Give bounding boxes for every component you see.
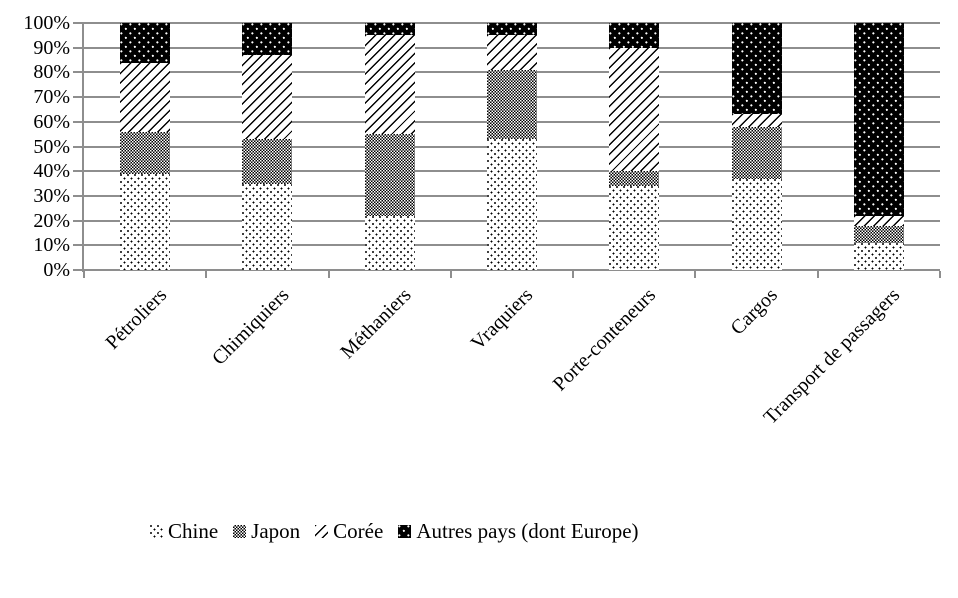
bar-segment-coree	[242, 55, 293, 140]
bar-segment-coree	[731, 114, 782, 127]
y-axis-tick	[73, 71, 84, 74]
y-axis-tick	[73, 170, 84, 173]
y-axis-label: 80%	[33, 61, 70, 84]
x-axis-tick	[694, 271, 697, 278]
y-axis-label: 100%	[23, 12, 70, 34]
legend: Chine Japon Corée Autres pays (dont Europe)	[150, 516, 654, 546]
y-axis-label: 60%	[33, 110, 70, 133]
bar-segment-coree	[487, 35, 537, 70]
y-axis-label: 90%	[33, 36, 70, 59]
y-axis-tick	[73, 244, 84, 247]
y-axis-line	[82, 22, 84, 272]
bar-segment-coree	[853, 215, 904, 226]
bar-segment-japon	[487, 69, 537, 140]
bar-segment-japon	[364, 134, 415, 216]
y-axis-label: 0%	[43, 259, 70, 281]
legend-swatch-coree-icon	[315, 524, 329, 538]
y-axis-tick	[73, 194, 84, 197]
x-axis-tick	[939, 271, 941, 278]
bar-segment-autres	[242, 23, 293, 56]
legend-label: Chine	[168, 518, 219, 543]
y-axis-tick	[73, 219, 84, 222]
legend-label: Japon	[251, 518, 301, 543]
bar-segment-japon	[242, 139, 293, 184]
y-axis-tick	[73, 145, 84, 148]
bar-segment-autres	[731, 23, 782, 115]
bar-segment-autres	[853, 23, 904, 216]
legend-item: Corée	[315, 519, 383, 544]
bar-segment-chine	[609, 186, 660, 270]
bar-segment-japon	[609, 171, 660, 186]
bar-segment-autres	[364, 23, 415, 36]
x-axis-label: Vraquiers	[467, 284, 538, 355]
y-axis-label: 20%	[33, 209, 70, 232]
x-axis-tick	[83, 271, 85, 278]
x-axis-tick	[205, 271, 208, 278]
x-axis-label: Pétroliers	[100, 284, 171, 354]
bar-segment-autres	[609, 23, 660, 48]
x-axis-label: Chimiquiers	[207, 284, 293, 370]
legend-swatch-autres-icon	[398, 524, 412, 538]
bar-segment-japon	[120, 131, 171, 174]
bar-segment-chine	[120, 173, 171, 270]
bar-segment-autres	[120, 23, 171, 63]
x-axis-tick	[449, 271, 452, 278]
legend-swatch-chine-icon	[150, 524, 163, 538]
bar-segment-autres	[487, 23, 537, 36]
y-axis-tick	[73, 96, 84, 99]
legend-item: Japon	[233, 519, 300, 544]
x-axis-label: Méthaniers	[336, 284, 416, 364]
y-axis-label: 70%	[33, 86, 70, 109]
legend-swatch-japon-icon	[233, 524, 247, 538]
y-axis-label: 10%	[33, 234, 70, 257]
x-axis-label: Transport de passagers	[759, 284, 905, 429]
y-axis-label: 50%	[33, 135, 70, 158]
x-axis-label: Porte-conteneurs	[548, 284, 660, 396]
bar-segment-chine	[731, 178, 782, 270]
legend-label: Corée	[333, 518, 384, 543]
x-axis-line	[73, 269, 940, 271]
legend-item: Autres pays (dont Europe)	[398, 518, 639, 544]
x-axis-tick	[327, 271, 330, 278]
y-axis-label: 30%	[33, 184, 70, 207]
x-axis-tick	[816, 271, 819, 278]
y-axis-label: 40%	[33, 160, 70, 183]
x-axis-tick	[572, 271, 575, 278]
bar-segment-chine	[487, 139, 537, 270]
bar-segment-chine	[853, 242, 904, 270]
bar-segment-japon	[853, 225, 904, 243]
y-axis-tick	[73, 22, 84, 24]
bar-segment-chine	[364, 215, 415, 270]
legend-label: Autres pays (dont Europe)	[416, 518, 639, 543]
legend-item: Chine	[150, 519, 218, 544]
bar-segment-coree	[364, 35, 415, 135]
bar-segment-coree	[120, 62, 171, 132]
bar-segment-chine	[242, 183, 293, 270]
bar-segment-japon	[731, 126, 782, 179]
y-axis-tick	[73, 120, 84, 123]
y-axis-tick	[73, 46, 84, 49]
bar-segment-coree	[609, 47, 660, 172]
x-axis-label: Cargos	[726, 284, 783, 340]
